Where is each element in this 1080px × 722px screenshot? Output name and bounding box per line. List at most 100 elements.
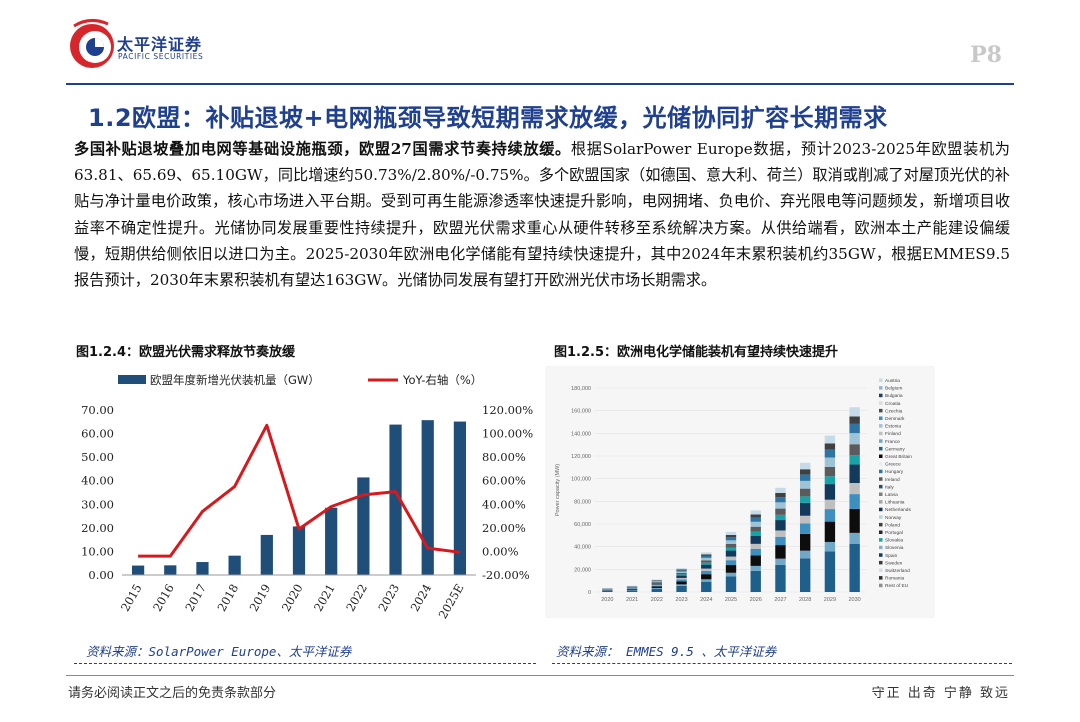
legend-swatch — [879, 462, 883, 466]
x-tick-label: 2025 — [725, 597, 737, 603]
bar-segment — [775, 502, 786, 509]
bar — [228, 555, 241, 575]
legend-swatch — [879, 393, 883, 398]
legend-label: Czechia — [885, 408, 903, 414]
bar-segment — [799, 558, 811, 592]
body-content: 根据SolarPower Europe数据，预计2023-2025年欧盟装机为6… — [74, 140, 1010, 290]
bar-segment — [676, 568, 687, 570]
x-tick-label: 2030 — [849, 597, 861, 603]
legend-swatch — [879, 378, 883, 382]
bar-segment — [824, 499, 836, 510]
bar-segment — [775, 492, 786, 498]
bar-segment — [824, 443, 836, 450]
bar-segment — [775, 564, 786, 592]
legend-swatch — [879, 500, 883, 504]
legend-swatch — [879, 408, 883, 413]
bar-segment — [775, 520, 786, 531]
bar-segment — [750, 570, 761, 592]
bar-segment — [725, 556, 737, 561]
page-header: 太平洋证券 PACIFIC SECURITIES P8 — [0, 0, 1080, 88]
section-title: 1.2欧盟：补贴退坡+电网瓶颈导致短期需求放缓，光储协同扩容长期需求 — [88, 104, 888, 132]
y-tick-label: 120,000 — [571, 454, 591, 460]
x-tick-label: 2025E — [436, 582, 467, 622]
bar-segment — [676, 581, 687, 585]
legend-swatch — [879, 424, 883, 428]
legend-swatch — [879, 515, 883, 519]
legend-label: Slovenia — [885, 545, 904, 551]
bar-segment — [775, 487, 786, 493]
figure1-source: 资料来源：SolarPower Europe、太平洋证券 — [86, 644, 352, 659]
y-right-tick-label: 120.00% — [482, 403, 533, 417]
bar-segment — [701, 564, 712, 569]
figure2-title: 图1.2.5：欧洲电化学储能装机有望持续快速提升 — [554, 345, 839, 360]
bar-segment — [799, 462, 811, 470]
bar-segment — [701, 560, 712, 563]
legend-label: Poland — [885, 522, 900, 528]
legend-label: Hungary — [885, 469, 904, 475]
y-tick-label: 80,000 — [574, 499, 591, 505]
x-tick-label: 2024 — [700, 597, 712, 603]
legend-label: Portugal — [885, 530, 903, 536]
body-paragraph: 多国补贴退坡叠加电网等基础设施瓶颈，欧盟27国需求节奏持续放缓。根据SolarP… — [74, 136, 1010, 293]
y-right-tick-label: 0.00% — [482, 544, 519, 558]
legend-label: Sweden — [885, 560, 903, 566]
body-lead: 多国补贴退坡叠加电网等基础设施瓶颈，欧盟27国需求节奏持续放缓。 — [74, 140, 571, 158]
y-left-tick-label: 60.00 — [81, 427, 114, 441]
bar-segment — [750, 521, 761, 527]
bar-segment — [824, 476, 836, 485]
legend-label: Latvia — [885, 492, 898, 498]
bar-segment — [651, 580, 663, 582]
bar — [164, 565, 177, 575]
bar-segment — [849, 407, 860, 417]
bar-segment — [725, 550, 737, 557]
bar-segment — [676, 569, 687, 571]
bar-segment — [750, 535, 761, 544]
legend-swatch — [879, 477, 883, 481]
legend-swatch — [879, 401, 883, 405]
bar-segment — [701, 552, 712, 555]
bar-segment — [824, 484, 836, 500]
y-tick-label: 100,000 — [571, 477, 591, 483]
x-tick-label: 2019 — [247, 582, 274, 614]
bar-segment — [799, 515, 811, 524]
x-tick-label: 2029 — [824, 597, 836, 603]
bar — [389, 424, 402, 575]
bar-segment — [676, 575, 687, 578]
legend-swatch — [879, 530, 883, 534]
y-left-tick-label: 70.00 — [81, 403, 114, 417]
bar-segment — [849, 433, 860, 445]
x-tick-label: 2021 — [311, 582, 338, 614]
x-tick-label: 2022 — [651, 597, 663, 603]
legend-label: Switzerland — [885, 568, 910, 574]
legend-swatch — [879, 507, 883, 512]
footer-disclaimer: 请务必阅读正文之后的免责条款部分 — [68, 686, 277, 701]
pacific-securities-logo — [70, 19, 114, 68]
bar-segment — [701, 557, 712, 561]
bar-segment — [824, 435, 836, 444]
bar-segment — [775, 530, 786, 537]
bar-segment — [725, 564, 737, 573]
bar-segment — [626, 590, 638, 592]
y-right-tick-label: 100.00% — [482, 427, 533, 441]
bar-segment — [725, 531, 737, 535]
yoy-line — [138, 423, 461, 558]
figure2-divider — [552, 663, 1012, 664]
bar-segment — [824, 509, 836, 522]
bar-segment — [651, 588, 663, 592]
bar-segment — [651, 579, 663, 581]
legend-label: Germany — [885, 446, 905, 452]
bar-segment — [849, 423, 860, 434]
figure1-title: 图1.2.4：欧盟光伏需求释放节奏放缓 — [76, 345, 296, 360]
legend-label: Croatia — [885, 401, 901, 407]
bar-segment — [676, 584, 687, 586]
legend-swatch — [879, 431, 883, 436]
x-tick-label: 2023 — [375, 582, 402, 614]
figure1-divider — [74, 663, 536, 664]
bar-segment — [651, 586, 663, 589]
eu-pv-install-chart: 欧盟年度新增光伏装机量（GW） YoY-右轴（%） 0.00 10.00 20.00 30… — [81, 373, 533, 622]
bar-segment — [701, 570, 712, 575]
y-tick-label: 140,000 — [571, 431, 591, 437]
bar-segment — [676, 577, 687, 580]
legend-label: Norway — [885, 515, 902, 521]
legend-swatch — [879, 568, 883, 572]
